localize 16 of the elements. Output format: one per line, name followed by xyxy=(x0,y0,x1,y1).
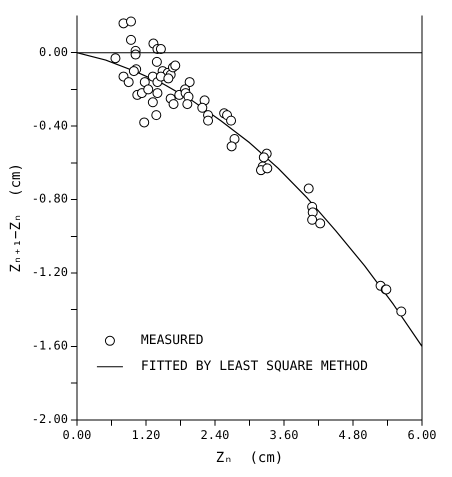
y-tick-label: -0.40 xyxy=(32,118,68,132)
y-tick-label: -1.20 xyxy=(32,265,68,280)
y-tick-label: 0.00 xyxy=(39,44,68,59)
y-tick-label: -1.60 xyxy=(32,338,68,353)
y-tick-label: -2.00 xyxy=(32,412,68,426)
y-axis-title: Zₙ₊₁−Zₙ (cm) xyxy=(8,163,24,273)
legend-label: FITTED BY LEAST SQUARE METHOD xyxy=(140,359,368,374)
x-tick-label: 2.40 xyxy=(200,428,230,442)
x-tick-label: 4.80 xyxy=(338,428,368,442)
x-tick-label: 1.20 xyxy=(131,428,160,442)
x-tick-label: 0.00 xyxy=(62,428,92,442)
x-tick-label: 3.60 xyxy=(270,428,298,442)
x-tick-label: 6.00 xyxy=(408,428,436,442)
legend-label: MEASURED xyxy=(140,333,204,348)
y-tick-label: -0.80 xyxy=(32,192,68,206)
x-axis-title: Zₙ (cm) xyxy=(216,450,284,466)
